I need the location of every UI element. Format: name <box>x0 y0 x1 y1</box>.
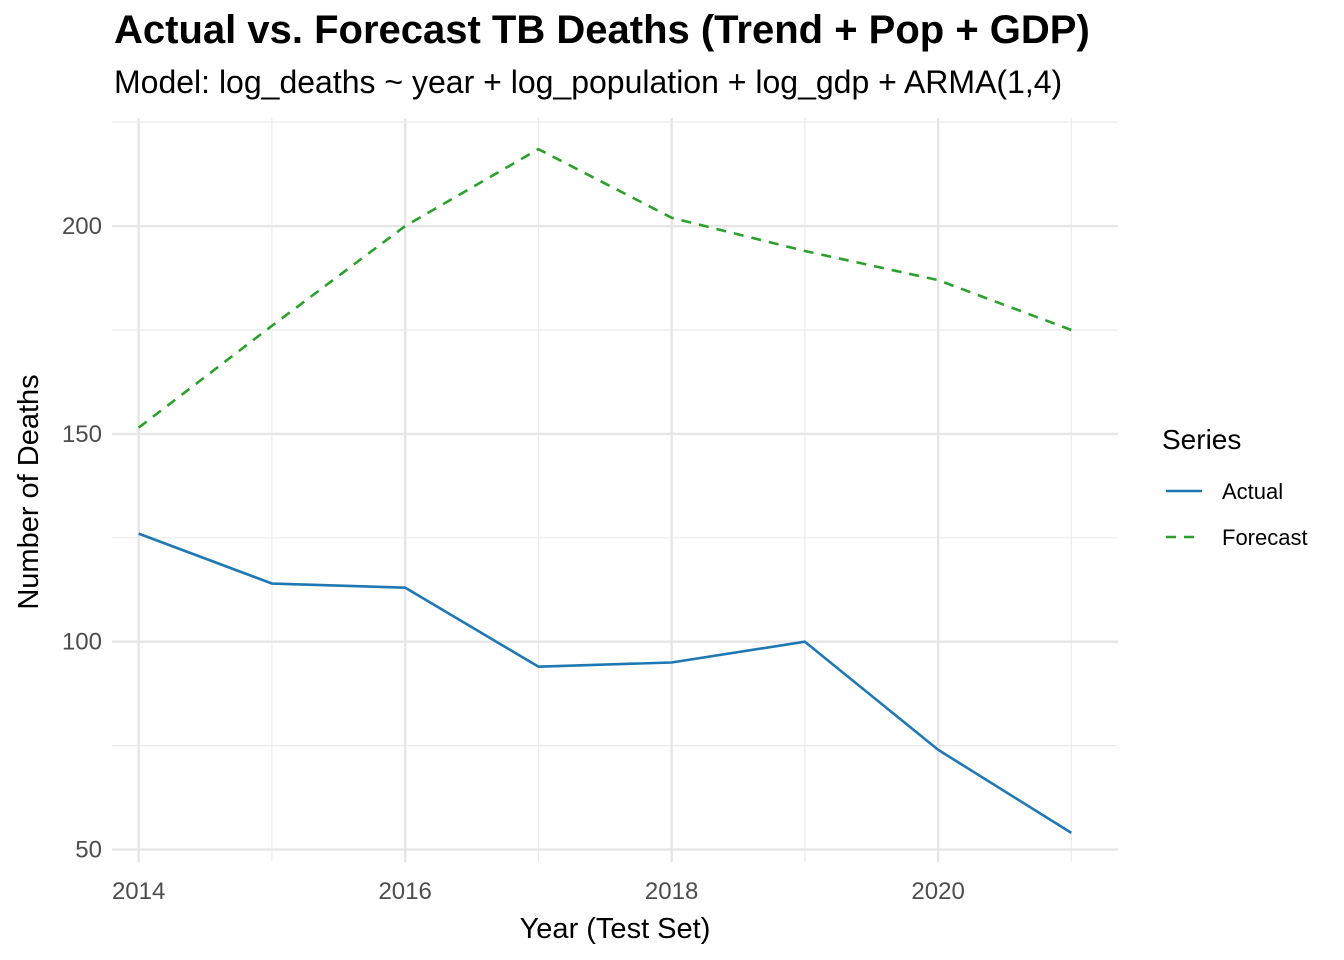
series-lines <box>137 147 1073 835</box>
x-axis-ticks: 2014 2016 2018 2020 <box>112 878 965 905</box>
x-tick-label: 2020 <box>911 878 964 905</box>
minor-gridlines <box>112 118 1118 862</box>
legend-label-forecast: Forecast <box>1222 525 1308 550</box>
legend-title: Series <box>1162 424 1241 455</box>
legend-label-actual: Actual <box>1222 479 1283 504</box>
y-tick-label: 150 <box>62 421 102 448</box>
legend: Series Actual Forecast <box>1162 424 1308 550</box>
major-gridlines <box>112 118 1118 862</box>
y-tick-label: 200 <box>62 213 102 240</box>
series-line-forecast <box>137 147 1072 429</box>
y-axis-ticks: 50 100 150 200 <box>62 213 102 863</box>
series-line-actual <box>138 532 1073 835</box>
x-tick-label: 2018 <box>645 878 698 905</box>
chart-subtitle: Model: log_deaths ~ year + log_populatio… <box>114 64 1063 100</box>
y-tick-label: 50 <box>75 837 102 864</box>
x-tick-label: 2016 <box>378 878 431 905</box>
x-axis-title: Year (Test Set) <box>520 913 711 945</box>
x-tick-label: 2014 <box>112 878 165 905</box>
y-axis-title: Number of Deaths <box>13 374 45 609</box>
chart-title: Actual vs. Forecast TB Deaths (Trend + P… <box>114 8 1090 52</box>
y-tick-label: 100 <box>62 629 102 656</box>
